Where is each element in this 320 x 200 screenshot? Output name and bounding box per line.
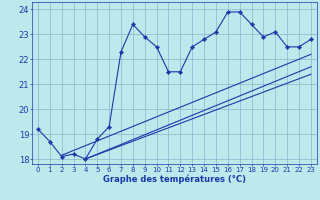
- X-axis label: Graphe des températures (°C): Graphe des températures (°C): [103, 174, 246, 184]
